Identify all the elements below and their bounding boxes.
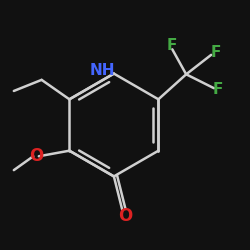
Text: NH: NH <box>90 63 116 78</box>
Text: F: F <box>210 44 220 60</box>
Text: F: F <box>213 82 223 97</box>
Text: O: O <box>29 147 43 165</box>
Text: F: F <box>167 38 177 53</box>
Text: O: O <box>118 207 132 225</box>
